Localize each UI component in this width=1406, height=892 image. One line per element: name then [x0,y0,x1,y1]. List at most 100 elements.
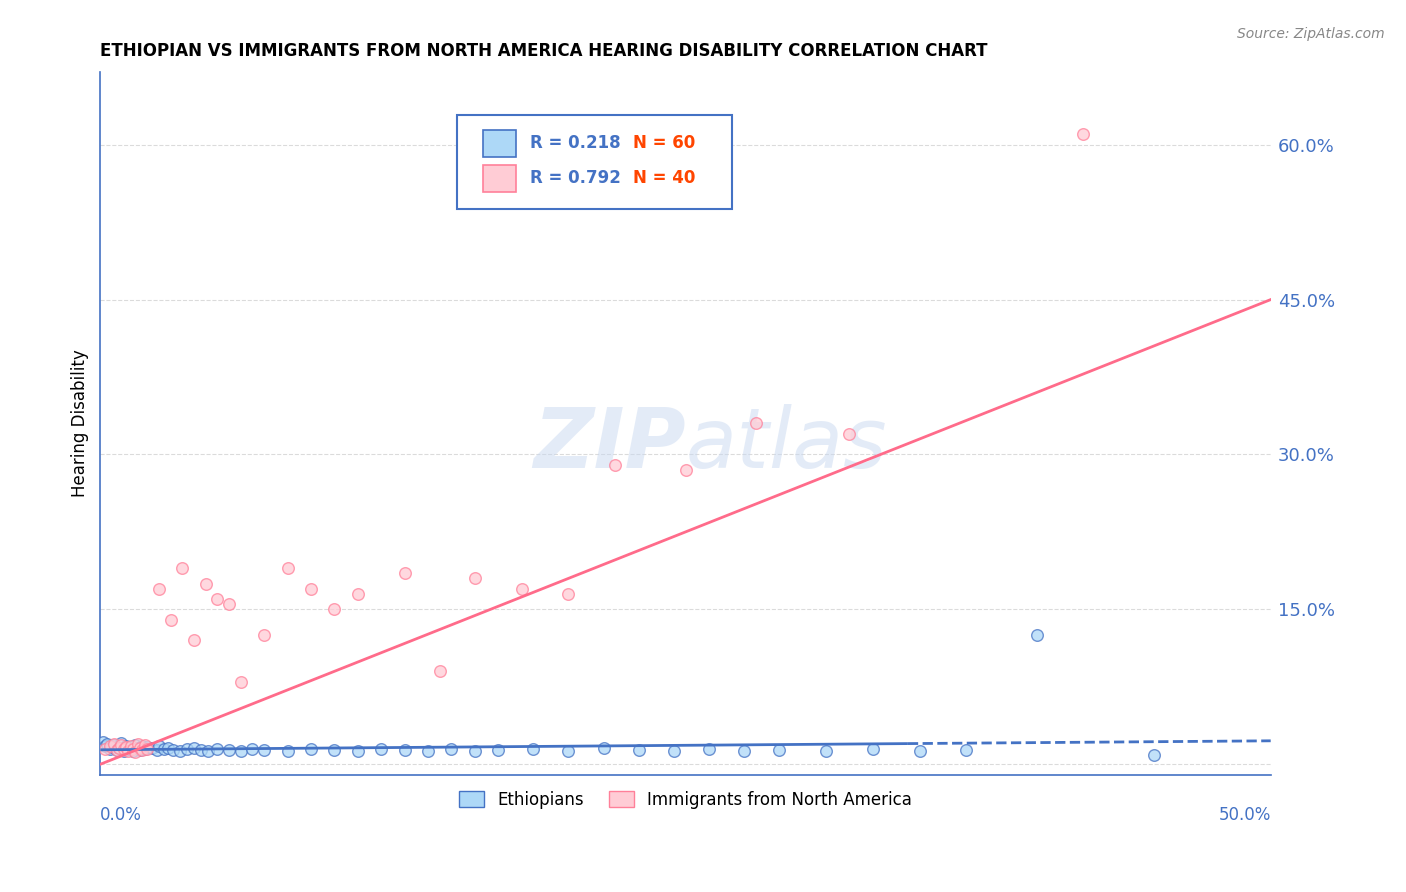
Point [103,737,125,751]
Point [148,739,170,753]
Point [129,743,152,757]
Point [124,745,146,759]
Point [91,734,114,748]
Point [131,743,153,757]
Point [141,740,163,755]
Point [557,744,579,758]
Point [117,741,139,756]
Point [124,738,146,752]
Point [120,739,142,754]
Point [218,597,240,611]
Point [183,633,205,648]
Text: R = 0.218: R = 0.218 [530,135,620,153]
Point [103,738,125,752]
Point [1143,747,1166,762]
Point [131,739,153,753]
Text: 0.0%: 0.0% [100,806,142,824]
Text: N = 60: N = 60 [633,135,695,153]
Point [277,744,299,758]
Point [134,741,156,756]
Point [1073,128,1095,142]
Point [94,739,117,753]
Point [96,737,118,751]
FancyBboxPatch shape [484,165,516,192]
Point [464,744,486,758]
Text: N = 40: N = 40 [633,169,695,187]
Point [127,740,149,755]
Point [745,417,768,431]
Point [218,743,240,757]
Point [627,743,650,757]
Point [862,741,884,756]
Text: ETHIOPIAN VS IMMIGRANTS FROM NORTH AMERICA HEARING DISABILITY CORRELATION CHART: ETHIOPIAN VS IMMIGRANTS FROM NORTH AMERI… [100,42,988,60]
Point [1025,628,1047,642]
Point [229,674,252,689]
Point [183,740,205,755]
Point [127,737,149,751]
Point [207,592,229,607]
Point [112,741,135,756]
Point [908,744,931,758]
Legend: Ethiopians, Immigrants from North America: Ethiopians, Immigrants from North Americ… [453,784,918,815]
Point [105,743,128,757]
Point [117,744,139,758]
Point [253,628,276,642]
Point [136,739,159,754]
Point [157,740,180,755]
Point [486,743,509,757]
Point [429,665,451,679]
Point [955,743,977,757]
Point [253,743,276,757]
Point [277,561,299,575]
Point [112,744,135,758]
Point [129,740,152,755]
Point [323,743,346,757]
Point [675,463,697,477]
Point [162,743,184,757]
Point [98,741,121,756]
Point [768,743,790,757]
Point [136,741,159,756]
Point [197,744,219,758]
Point [115,739,138,754]
Point [98,739,121,753]
Point [733,744,755,758]
Point [101,739,124,754]
Point [370,741,392,756]
Text: 50.0%: 50.0% [1219,806,1271,824]
FancyBboxPatch shape [457,114,733,210]
Point [323,602,346,616]
Point [814,744,837,758]
Text: R = 0.792: R = 0.792 [530,169,620,187]
Point [148,582,170,596]
Point [190,743,212,757]
Point [105,743,128,757]
Point [152,741,174,756]
Point [522,741,544,756]
Point [416,744,439,758]
FancyBboxPatch shape [484,130,516,157]
Point [207,741,229,756]
Text: Source: ZipAtlas.com: Source: ZipAtlas.com [1237,27,1385,41]
Point [115,739,138,753]
Point [176,741,198,756]
Text: atlas: atlas [686,404,887,485]
Point [592,740,614,755]
Point [299,582,322,596]
Point [110,735,132,749]
Point [440,741,463,756]
Point [122,744,145,758]
Point [697,741,720,756]
Point [145,743,167,757]
Point [122,741,145,756]
Point [242,741,264,756]
Point [120,739,142,753]
Point [110,738,132,752]
Point [134,738,156,752]
Point [172,561,194,575]
Point [159,613,181,627]
Point [94,741,117,756]
Point [194,576,217,591]
Point [838,426,860,441]
Point [510,582,533,596]
